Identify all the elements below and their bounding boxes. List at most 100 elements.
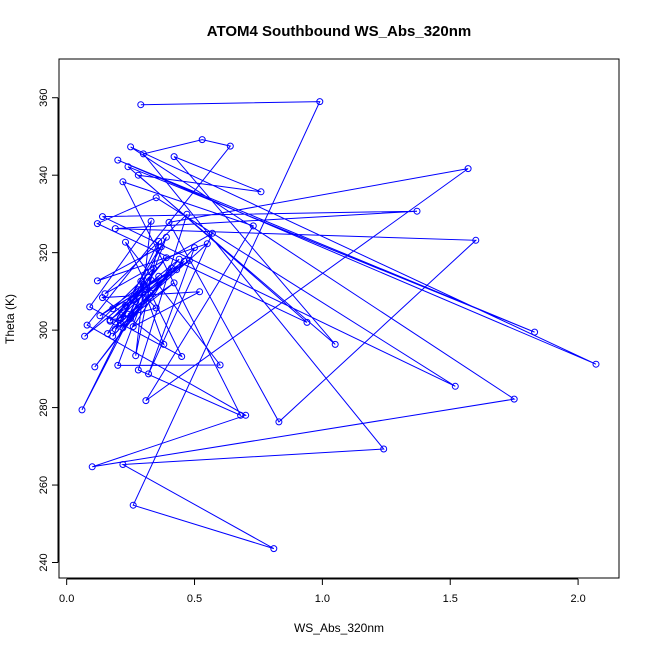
data-point	[93, 220, 101, 228]
data-point	[185, 256, 193, 264]
data-point	[178, 353, 186, 360]
data-point	[129, 323, 137, 331]
data-point	[122, 238, 129, 246]
data-point	[109, 305, 117, 313]
data-point	[129, 501, 137, 509]
data-point	[275, 418, 283, 426]
data-point	[145, 370, 152, 378]
data-point	[99, 294, 106, 302]
y-tick-label: 260	[38, 476, 50, 494]
data-point	[170, 279, 178, 287]
data-point	[165, 218, 173, 226]
data-point	[111, 225, 119, 233]
data-point	[152, 194, 160, 202]
y-tick-label: 320	[38, 243, 50, 261]
data-point	[531, 328, 539, 336]
data-point	[226, 142, 234, 150]
data-point	[119, 178, 127, 186]
data-point	[147, 289, 155, 297]
data-point	[160, 340, 168, 348]
data-point	[191, 244, 198, 252]
data-point	[165, 269, 173, 277]
data-point	[116, 314, 124, 322]
data-point	[150, 265, 158, 272]
data-point	[303, 318, 311, 326]
x-tick-label: 2.0	[570, 593, 585, 605]
data-point	[134, 171, 142, 179]
data-point	[114, 156, 122, 164]
data-point	[129, 296, 137, 303]
data-point	[472, 236, 480, 244]
data-point	[122, 301, 129, 309]
x-tick-label: 1.0	[315, 593, 330, 605]
data-point	[147, 217, 155, 225]
data-point	[216, 361, 224, 369]
data-point	[124, 310, 132, 318]
data-point	[119, 461, 127, 468]
data-point	[203, 240, 211, 248]
data-point	[257, 188, 265, 196]
data-point	[132, 352, 140, 360]
data-point	[114, 361, 122, 369]
data-point	[81, 332, 89, 340]
data-point	[124, 163, 132, 171]
data-point	[142, 397, 150, 405]
data-point	[170, 153, 178, 161]
plot-area	[58, 58, 620, 579]
x-tick-label: 1.5	[443, 593, 458, 605]
data-point	[104, 330, 112, 338]
y-tick-label: 360	[38, 89, 50, 107]
data-point	[119, 324, 127, 332]
y-axis-label: Theta (K)	[3, 294, 17, 344]
x-tick-label: 0.0	[59, 593, 74, 605]
data-point	[139, 280, 147, 288]
data-point	[99, 213, 106, 221]
y-tick-label: 280	[38, 398, 50, 416]
data-point	[134, 366, 142, 374]
y-axis: 240 260 280 300 320 340 360	[38, 89, 59, 572]
data-point	[316, 98, 324, 106]
data-point	[173, 266, 181, 274]
data-point	[175, 255, 183, 263]
data-point	[183, 210, 191, 218]
data-point	[83, 321, 91, 329]
data-point	[157, 243, 165, 251]
data-point	[145, 273, 152, 281]
data-point	[155, 237, 163, 245]
data-point	[242, 411, 250, 419]
y-tick-label: 240	[38, 553, 50, 571]
data-point	[134, 286, 142, 294]
x-tick-label: 0.5	[187, 593, 202, 605]
data-point	[451, 382, 459, 390]
x-axis-label: WS_Abs_320nm	[294, 621, 384, 635]
x-axis: 0.0 0.5 1.0 1.5 2.0	[59, 578, 586, 605]
data-point	[413, 207, 421, 215]
data-point	[86, 303, 94, 311]
data-point	[96, 312, 104, 320]
data-point	[162, 254, 170, 262]
data-point	[152, 304, 160, 312]
data-point	[111, 325, 119, 333]
data-point	[137, 101, 145, 109]
data-point	[106, 317, 114, 325]
y-tick-label: 340	[38, 166, 50, 184]
series-layer	[78, 98, 600, 553]
data-point	[592, 360, 600, 368]
data-point	[139, 150, 147, 158]
data-point	[380, 445, 388, 453]
data-point	[270, 545, 278, 553]
data-point	[162, 233, 170, 241]
data-point	[198, 136, 206, 144]
data-point	[331, 340, 339, 348]
data-point	[78, 406, 86, 414]
data-point	[196, 288, 204, 296]
data-point	[510, 395, 518, 403]
data-point	[155, 272, 163, 280]
data-point	[127, 143, 135, 151]
data-point	[93, 277, 101, 285]
chart-title: ATOM4 Southbound WS_Abs_320nm	[207, 23, 471, 40]
data-point	[464, 165, 472, 173]
